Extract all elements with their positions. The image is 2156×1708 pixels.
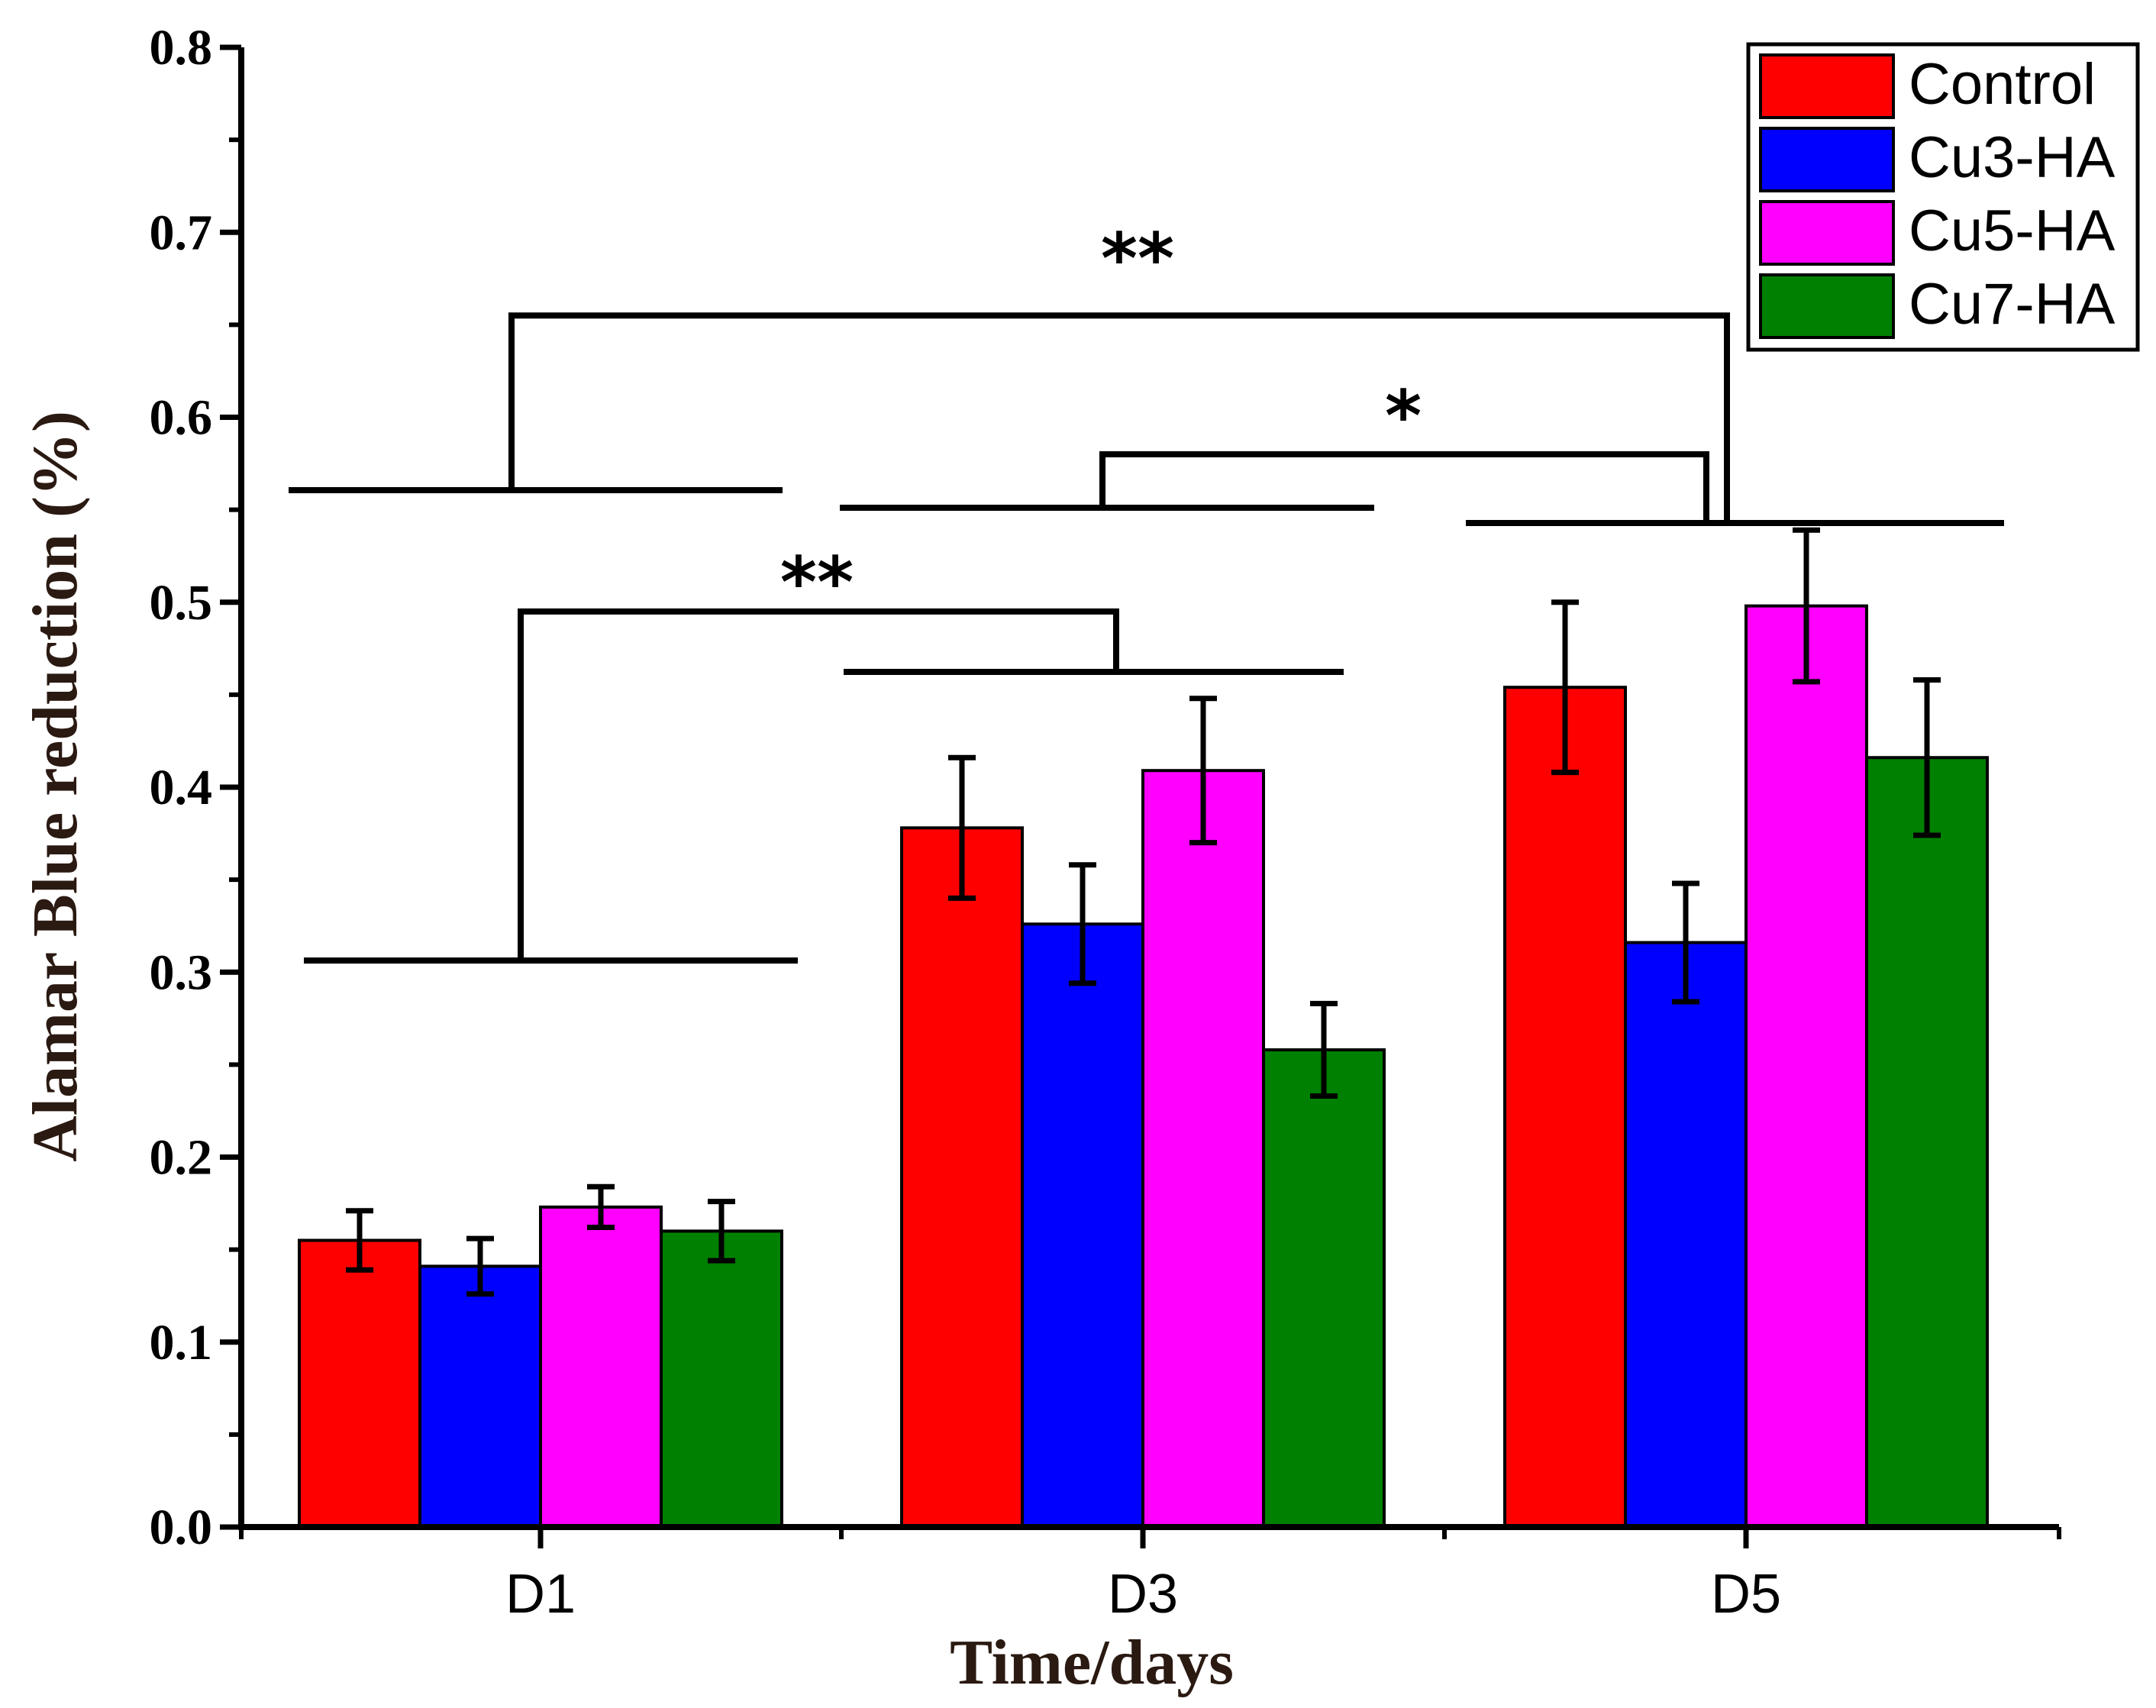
bar-cu7-ha-d1 — [660, 1229, 783, 1529]
x-category-labels: D1 D3 D5 — [239, 1527, 2061, 1625]
y-tick-label: 0.8 — [150, 20, 213, 76]
x-category-label: D3 — [1108, 1564, 1178, 1625]
error-bar — [1069, 862, 1096, 986]
bar-cu5-ha-d5 — [1744, 604, 1868, 1529]
y-tick-label: 0.2 — [150, 1130, 213, 1186]
significance-label: * — [1385, 376, 1422, 457]
error-bar — [1189, 696, 1217, 846]
error-bar — [708, 1199, 735, 1264]
y-tick-label: 0.5 — [150, 575, 213, 631]
error-bar — [587, 1183, 615, 1231]
y-tick-label: 0.6 — [150, 390, 213, 446]
legend-swatch — [1759, 273, 1895, 339]
error-bar — [1551, 599, 1579, 776]
x-axis-title: Time/days — [950, 1627, 1234, 1698]
legend-swatch — [1759, 53, 1895, 119]
significance-bracket: * — [840, 376, 2004, 526]
error-bar — [466, 1235, 494, 1297]
significance-label: ** — [1101, 218, 1174, 300]
bar-control-d5 — [1503, 686, 1627, 1529]
y-tick-label: 0.3 — [150, 944, 213, 1000]
bar-cu3-ha-d3 — [1021, 922, 1144, 1529]
legend-label: Cu7-HA — [1909, 272, 2116, 337]
x-category-label: D1 — [505, 1564, 576, 1625]
y-tick-label: 0.1 — [150, 1315, 213, 1371]
bar-cu5-ha-d1 — [539, 1205, 663, 1529]
legend: Control Cu3-HA Cu5-HA Cu7-HA — [1746, 42, 2140, 352]
legend-label: Cu3-HA — [1909, 125, 2116, 190]
legend-label: Control — [1909, 52, 2096, 117]
significance-bracket: ** — [304, 542, 1344, 964]
error-bar — [1913, 676, 1941, 838]
bar-cu3-ha-d5 — [1624, 941, 1748, 1529]
y-axis-title: Alamar Blue reduction (%) — [20, 411, 91, 1162]
bar-cu7-ha-d5 — [1865, 756, 1989, 1529]
error-bar — [948, 754, 976, 901]
bar-cu3-ha-d1 — [418, 1264, 542, 1529]
error-bar — [1310, 1000, 1338, 1099]
x-category-label: D5 — [1711, 1564, 1781, 1625]
error-bar — [1793, 527, 1820, 685]
y-tick-label: 0.4 — [150, 760, 213, 815]
bar-control-d3 — [900, 826, 1024, 1529]
y-tick-label: 0.7 — [150, 205, 213, 260]
y-ticks: 0.0 0.1 0.2 0.3 0.4 0.5 0.6 0.7 0.8 — [150, 20, 241, 1555]
legend-swatch — [1759, 200, 1895, 266]
bars — [298, 527, 1989, 1529]
significance-label: ** — [780, 542, 854, 624]
bar-control-d1 — [298, 1238, 421, 1529]
significance-brackets: ***** — [289, 218, 2004, 964]
legend-label: Cu5-HA — [1909, 199, 2116, 263]
bar-cu5-ha-d3 — [1141, 769, 1265, 1529]
error-bar — [1672, 880, 1699, 1005]
bar-cu7-ha-d3 — [1262, 1048, 1386, 1529]
y-tick-label: 0.0 — [150, 1500, 213, 1555]
legend-swatch — [1759, 127, 1895, 192]
error-bar — [346, 1208, 373, 1273]
